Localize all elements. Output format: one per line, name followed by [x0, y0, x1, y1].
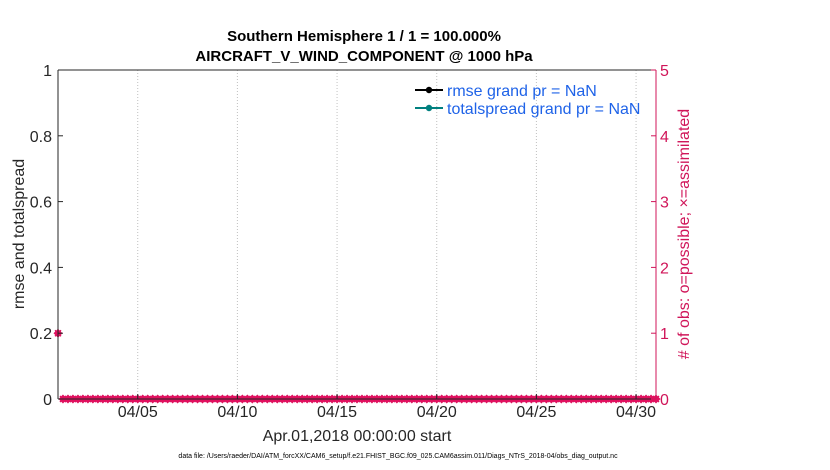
y2-tick-label: 4	[660, 129, 669, 146]
y2-tick-label: 1	[660, 326, 669, 343]
x-tick-label: 04/10	[217, 404, 257, 421]
plot-axes	[57, 69, 657, 400]
chart-title-line2: AIRCRAFT_V_WIND_COMPONENT @ 1000 hPa	[195, 48, 533, 65]
y-axis-label: rmse and totalspread	[11, 159, 28, 309]
x-tick-label: 04/05	[118, 404, 158, 421]
y2-tick-label: 3	[660, 195, 669, 212]
y-tick-label: 0	[43, 392, 52, 409]
x-tick-label: 04/15	[317, 404, 357, 421]
legend-rmse-marker	[425, 86, 433, 94]
obs-markers	[53, 328, 661, 404]
y-tick-label: 0.8	[30, 129, 52, 146]
y-tick-label: 0.2	[30, 326, 52, 343]
y-tick-label: 1	[43, 63, 52, 80]
y2-tick-label: 2	[660, 260, 669, 277]
legend-totalspread-marker	[425, 104, 433, 112]
x-tick-label: 04/30	[616, 404, 656, 421]
legend-totalspread-label: totalspread grand pr = NaN	[447, 101, 640, 118]
chart-title-line1: Southern Hemisphere 1 / 1 = 100.000%	[227, 28, 501, 45]
x-tick-label: 04/20	[417, 404, 457, 421]
tick-labels: 0 0.2 0.4 0.6 0.8 1 0 1 2 3 4 5 04/05 04/10 04/15 04/20…	[30, 63, 669, 421]
x-tick-label: 04/25	[516, 404, 556, 421]
y-tick-label: 0.4	[30, 260, 52, 277]
legend-rmse-label: rmse grand pr = NaN	[447, 83, 597, 100]
legend: rmse grand pr = NaN totalspread grand pr…	[415, 83, 640, 118]
x-axis-label: Apr.01,2018 00:00:00 start	[263, 428, 452, 445]
y2-tick-label: 0	[660, 392, 669, 409]
x-gridlines	[137, 70, 637, 399]
y-tick-label: 0.6	[30, 195, 52, 212]
y2-tick-label: 5	[660, 63, 669, 80]
y2-axis-label: # of obs: o=possible; ×=assimilated	[676, 109, 693, 359]
data-file-footer: data file: /Users/raeder/DAI/ATM_forcXX/…	[178, 453, 618, 460]
